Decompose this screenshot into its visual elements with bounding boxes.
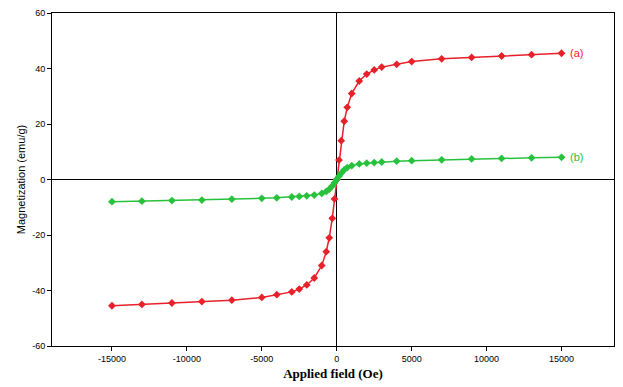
svg-text:Magnetization (emu/g): Magnetization (emu/g) (15, 125, 27, 234)
svg-text:-20: -20 (32, 230, 45, 240)
svg-text:40: 40 (35, 64, 45, 74)
svg-text:5000: 5000 (402, 354, 422, 364)
svg-text:60: 60 (35, 8, 45, 18)
svg-text:-40: -40 (32, 286, 45, 296)
svg-text:-60: -60 (32, 341, 45, 351)
svg-text:-15000: -15000 (98, 354, 126, 364)
svg-text:0: 0 (334, 354, 339, 364)
svg-text:-5000: -5000 (250, 354, 273, 364)
svg-text:(b): (b) (570, 151, 583, 163)
svg-text:20: 20 (35, 119, 45, 129)
svg-text:10000: 10000 (474, 354, 499, 364)
svg-text:0: 0 (40, 175, 45, 185)
svg-text:-10000: -10000 (173, 354, 201, 364)
svg-text:15000: 15000 (549, 354, 574, 364)
svg-text:Applied field (Oe): Applied field (Oe) (283, 366, 383, 381)
svg-text:(a): (a) (570, 47, 583, 59)
